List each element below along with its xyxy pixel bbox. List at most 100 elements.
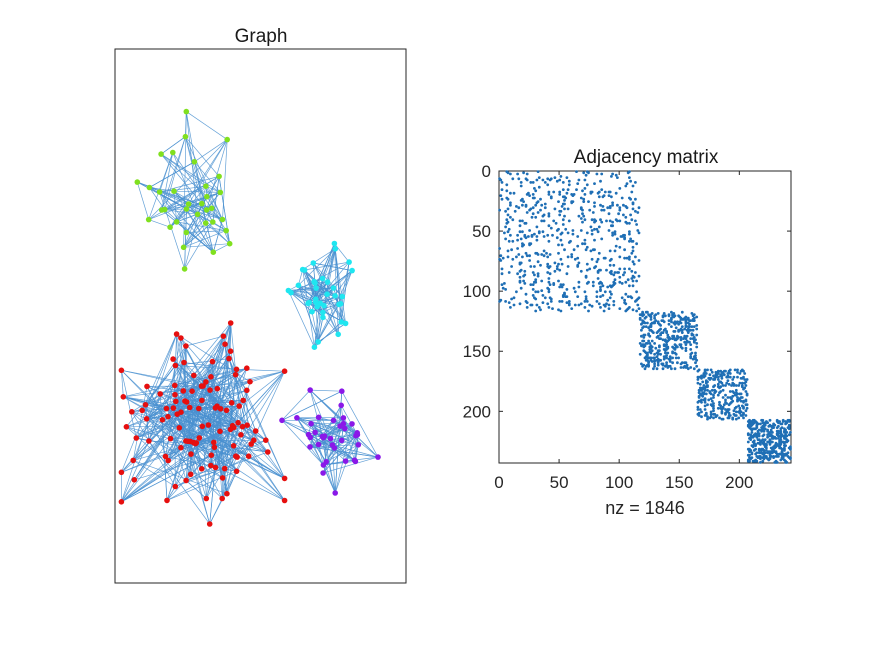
nonzero-marker: [589, 249, 593, 253]
nonzero-marker: [522, 200, 525, 204]
graph-edge: [354, 435, 357, 461]
nonzero-marker: [739, 399, 743, 403]
graph-edge: [318, 432, 358, 445]
nonzero-marker: [600, 282, 604, 285]
nonzero-marker: [761, 459, 765, 463]
nonzero-marker: [637, 307, 641, 310]
nonzero-marker: [566, 255, 570, 259]
nonzero-marker: [596, 230, 600, 234]
nonzero-marker: [501, 286, 505, 290]
nonzero-marker: [730, 397, 733, 401]
graph-node: [222, 341, 228, 348]
nonzero-marker: [542, 219, 546, 223]
nonzero-marker: [689, 319, 693, 322]
graph-edge: [173, 190, 198, 215]
graph-edge: [159, 393, 168, 501]
graph-node: [313, 285, 319, 291]
nonzero-marker: [704, 412, 708, 416]
nonzero-marker: [581, 208, 584, 212]
nonzero-marker: [712, 393, 715, 397]
nonzero-marker: [738, 406, 742, 410]
nonzero-marker: [628, 257, 631, 261]
nonzero-marker: [649, 356, 653, 360]
graph-axes-box: [114, 48, 407, 584]
nonzero-marker: [567, 300, 571, 303]
nonzero-marker: [504, 209, 507, 213]
nonzero-marker: [613, 230, 617, 234]
nonzero-marker: [545, 251, 548, 255]
nonzero-marker: [527, 235, 530, 238]
nonzero-marker: [670, 325, 673, 328]
nonzero-marker: [541, 301, 545, 304]
nonzero-marker: [585, 245, 589, 249]
nonzero-marker: [541, 214, 545, 218]
graph-node: [240, 397, 246, 404]
nonzero-marker: [600, 172, 604, 176]
nonzero-marker: [590, 232, 594, 236]
nonzero-marker: [581, 220, 584, 224]
graph-edge: [290, 281, 328, 294]
nonzero-marker: [665, 331, 668, 334]
nonzero-marker: [503, 282, 506, 285]
graph-edge: [186, 111, 228, 140]
nonzero-marker: [696, 369, 700, 373]
graph-edge: [164, 209, 198, 215]
nonzero-marker: [561, 188, 565, 192]
nonzero-marker: [692, 367, 696, 371]
nonzero-marker: [650, 339, 654, 343]
graph-node: [144, 383, 150, 390]
nonzero-marker: [631, 279, 635, 283]
nonzero-marker: [518, 230, 522, 234]
nonzero-marker: [549, 196, 553, 200]
nonzero-marker: [623, 248, 626, 252]
graph-node: [217, 428, 223, 435]
graph-node: [279, 417, 285, 424]
graph-node: [232, 371, 239, 378]
graph-edge: [166, 470, 237, 501]
graph-edge: [206, 371, 285, 499]
nonzero-marker: [680, 331, 684, 334]
nonzero-marker: [689, 337, 693, 340]
graph-edge: [168, 429, 231, 461]
nonzero-marker: [531, 181, 535, 184]
nonzero-marker: [777, 437, 780, 440]
nonzero-marker: [755, 451, 759, 455]
nonzero-marker: [784, 453, 787, 457]
nonzero-marker: [702, 392, 706, 396]
nonzero-marker: [543, 206, 547, 210]
nonzero-marker: [548, 265, 552, 268]
nonzero-marker: [577, 261, 581, 265]
nonzero-marker: [535, 238, 539, 242]
nonzero-marker: [558, 268, 562, 272]
nonzero-marker: [599, 268, 602, 272]
nonzero-marker: [724, 398, 727, 402]
nonzero-marker: [539, 208, 542, 212]
nonzero-marker: [638, 342, 642, 345]
nonzero-marker: [571, 229, 575, 232]
nonzero-marker: [700, 415, 703, 419]
nonzero-marker: [634, 255, 637, 259]
graph-node: [173, 219, 180, 225]
nonzero-marker: [587, 200, 590, 204]
graph-edge: [315, 270, 353, 300]
graph-edge: [310, 425, 341, 438]
nonzero-marker: [664, 351, 667, 355]
graph-node: [208, 205, 215, 212]
graph-edge: [188, 139, 228, 205]
graph-node: [312, 429, 318, 436]
nonzero-marker: [655, 355, 659, 359]
nonzero-marker: [661, 315, 665, 319]
nonzero-marker: [534, 215, 538, 219]
graph-edge: [136, 181, 150, 220]
graph-edge: [313, 262, 353, 271]
nonzero-marker: [593, 201, 596, 205]
nonzero-marker: [507, 271, 511, 274]
nonzero-marker: [607, 229, 611, 232]
graph-edge: [160, 136, 186, 155]
graph-node: [236, 403, 242, 409]
nonzero-marker: [659, 333, 662, 337]
nonzero-marker: [724, 412, 727, 416]
graph-edge: [281, 390, 342, 421]
nonzero-marker: [783, 441, 786, 445]
nonzero-marker: [680, 310, 684, 314]
